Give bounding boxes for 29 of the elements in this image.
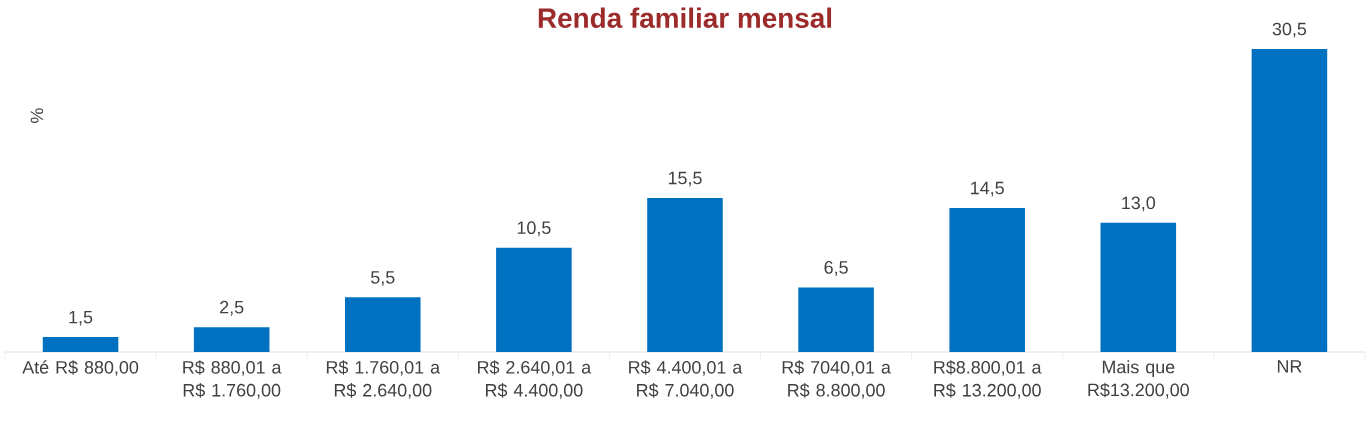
x-tick-label: R$8.800,01 a R$ 13.200,00 (934, 360, 1042, 399)
x-tick-label: R$ 7040,01 a R$ 8.800,00 (782, 360, 891, 399)
x-tick-label: NR (1277, 360, 1302, 373)
data-label: 2,5 (220, 300, 244, 316)
y-axis-title: % (30, 108, 44, 123)
bar (1251, 49, 1328, 352)
x-tick-label: Mais que R$13.200,00 (1088, 360, 1189, 399)
bar (1100, 222, 1177, 352)
bar (42, 337, 119, 352)
x-tick-label: R$ 4.400,01 a R$ 7.040,00 (629, 360, 743, 399)
x-tick-label: Até R$ 880,00 (22, 360, 139, 376)
bar (344, 297, 421, 352)
data-label: 14,5 (971, 181, 1004, 197)
chart-title: Renda familiar mensal (538, 7, 832, 28)
bar (193, 327, 270, 352)
x-tick-label: R$ 880,01 a R$ 1.760,00 (183, 360, 282, 399)
data-label: 15,5 (668, 171, 702, 187)
data-label: 30,5 (1272, 22, 1307, 38)
data-label: 10,5 (517, 221, 551, 237)
data-label: 5,5 (371, 271, 395, 286)
x-tick-label: R$ 1.760,01 a R$ 2.640,00 (326, 360, 441, 399)
bar (647, 198, 723, 352)
bar (949, 207, 1025, 352)
data-label: 1,5 (69, 310, 93, 326)
x-tick-label: R$ 2.640,01 a R$ 4.400,00 (478, 360, 592, 399)
bar (496, 247, 572, 352)
data-label: 6,5 (824, 261, 848, 276)
bar (798, 287, 874, 352)
data-label: 13,0 (1122, 196, 1156, 212)
